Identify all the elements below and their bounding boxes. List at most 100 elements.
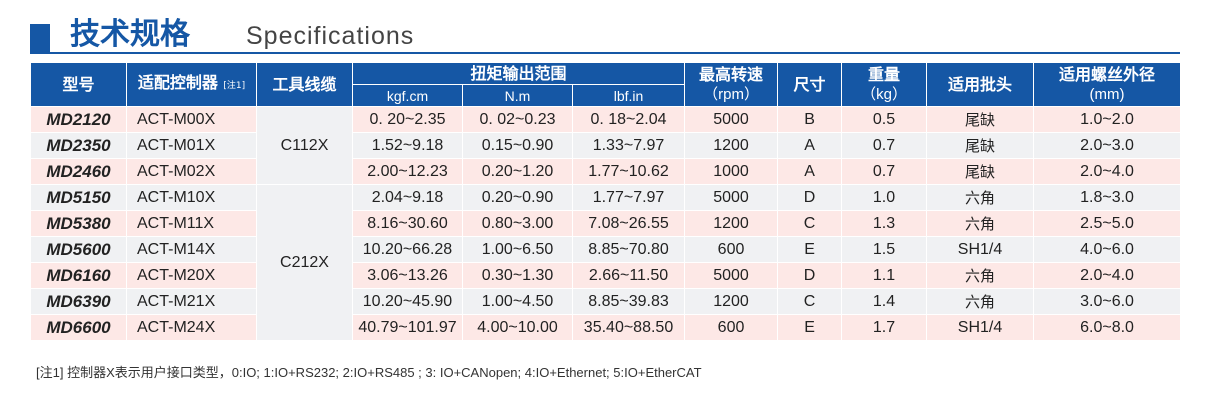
cell-nm: 0. 02~0.23	[462, 106, 573, 133]
header-controller: 适配控制器 [注1]	[126, 62, 257, 107]
cell-model: MD2350	[30, 132, 127, 159]
cell-size: D	[777, 184, 843, 211]
cell-kgf: 3.06~13.26	[352, 262, 463, 289]
cell-nm: 0.15~0.90	[462, 132, 573, 159]
cell-nm: 0.30~1.30	[462, 262, 573, 289]
cell-model: MD2460	[30, 158, 127, 185]
cell-rpm: 1200	[684, 132, 779, 159]
header-speed-label: 最高转速	[699, 64, 764, 84]
cell-bit: 六角	[926, 288, 1035, 315]
cell-model: MD6390	[30, 288, 127, 315]
cell-kg: 1.5	[841, 236, 928, 263]
cell-nm: 0.80~3.00	[462, 210, 573, 237]
cell-screw: 2.0~3.0	[1033, 132, 1182, 159]
header-nm: N.m	[462, 84, 573, 107]
cell-rpm: 600	[684, 236, 779, 263]
cell-lbf: 7.08~26.55	[571, 210, 686, 237]
cell-rpm: 5000	[684, 184, 779, 211]
section-title: 技术规格 Specifications	[30, 18, 1180, 54]
cell-cable: C212X	[256, 184, 353, 341]
cell-kg: 1.3	[841, 210, 928, 237]
header-weight: 重量 （kg）	[841, 62, 928, 107]
header-screw: 适用螺丝外径 (mm)	[1033, 62, 1182, 107]
cell-size: A	[777, 132, 843, 159]
header-size: 尺寸	[777, 62, 843, 107]
cell-bit: 六角	[926, 262, 1035, 289]
cell-lbf: 0. 18~2.04	[571, 106, 686, 133]
header-controller-note: [注1]	[223, 81, 246, 91]
cell-nm: 0.20~1.20	[462, 158, 573, 185]
header-speed: 最高转速 （rpm）	[684, 62, 779, 107]
cell-model: MD5380	[30, 210, 127, 237]
table-row: MD6600 ACT-M24X 40.79~101.97 4.00~10.00 35.4…	[30, 314, 1182, 341]
cell-kg: 1.1	[841, 262, 928, 289]
cell-bit: 尾缺	[926, 132, 1035, 159]
cell-bit: 尾缺	[926, 158, 1035, 185]
cell-size: C	[777, 288, 843, 315]
cell-controller: ACT-M01X	[126, 132, 257, 159]
cell-nm: 4.00~10.00	[462, 314, 573, 341]
title-english: Specifications	[246, 22, 415, 50]
cell-nm: 1.00~4.50	[462, 288, 573, 315]
cell-screw: 4.0~6.0	[1033, 236, 1182, 263]
cell-kgf: 10.20~45.90	[352, 288, 463, 315]
cell-lbf: 2.66~11.50	[571, 262, 686, 289]
header-speed-unit: （rpm）	[703, 85, 759, 103]
cell-model: MD6600	[30, 314, 127, 341]
cell-size: A	[777, 158, 843, 185]
cell-screw: 2.0~4.0	[1033, 158, 1182, 185]
cell-controller: ACT-M00X	[126, 106, 257, 133]
cell-nm: 1.00~6.50	[462, 236, 573, 263]
cell-size: E	[777, 236, 843, 263]
cell-kg: 1.7	[841, 314, 928, 341]
cell-kgf: 2.04~9.18	[352, 184, 463, 211]
header-screw-unit: (mm)	[1089, 85, 1125, 103]
cell-screw: 2.5~5.0	[1033, 210, 1182, 237]
header-lbf: lbf.in	[571, 84, 686, 107]
table-row: MD5600 ACT-M14X 10.20~66.28 1.00~6.50 8.85~7…	[30, 236, 1182, 263]
cell-lbf: 1.77~7.97	[571, 184, 686, 211]
cell-cable: C112X	[256, 106, 353, 185]
header-cable: 工具线缆	[256, 62, 353, 107]
cell-controller: ACT-M14X	[126, 236, 257, 263]
cell-bit: 六角	[926, 184, 1035, 211]
cell-controller: ACT-M21X	[126, 288, 257, 315]
cell-kgf: 10.20~66.28	[352, 236, 463, 263]
cell-rpm: 600	[684, 314, 779, 341]
cell-kgf: 0. 20~2.35	[352, 106, 463, 133]
cell-controller: ACT-M02X	[126, 158, 257, 185]
cell-model: MD2120	[30, 106, 127, 133]
cell-model: MD5600	[30, 236, 127, 263]
header-kgf: kgf.cm	[352, 84, 463, 107]
cell-bit: 尾缺	[926, 106, 1035, 133]
cell-rpm: 1200	[684, 210, 779, 237]
cell-size: D	[777, 262, 843, 289]
cell-kg: 0.5	[841, 106, 928, 133]
cell-lbf: 1.77~10.62	[571, 158, 686, 185]
table-row: MD2350 ACT-M01X 1.52~9.18 0.15~0.90 1.33~7.9…	[30, 132, 1182, 159]
cell-controller: ACT-M24X	[126, 314, 257, 341]
table-row: MD5150 ACT-M10X C212X 2.04~9.18 0.20~0.90 1.7…	[30, 184, 1182, 341]
header-model: 型号	[30, 62, 127, 107]
cell-bit: SH1/4	[926, 314, 1035, 341]
cell-lbf: 35.40~88.50	[571, 314, 686, 341]
cell-lbf: 8.85~70.80	[571, 236, 686, 263]
cell-screw: 1.8~3.0	[1033, 184, 1182, 211]
cell-screw: 3.0~6.0	[1033, 288, 1182, 315]
cell-controller: ACT-M10X	[126, 184, 257, 211]
title-chinese: 技术规格	[70, 17, 190, 52]
footnote: [注1] 控制器X表示用户接口类型，0:IO; 1:IO+RS232; 2:IO…	[36, 365, 702, 380]
table-row: MD2460 ACT-M02X 2.00~12.23 0.20~1.20 1.77~10…	[30, 158, 1182, 185]
cell-kgf: 8.16~30.60	[352, 210, 463, 237]
title-accent-block	[30, 24, 50, 52]
header-weight-unit: （kg）	[861, 85, 907, 103]
cell-size: B	[777, 106, 843, 133]
cell-lbf: 8.85~39.83	[571, 288, 686, 315]
cell-model: MD5150	[30, 184, 127, 211]
cell-kg: 0.7	[841, 158, 928, 185]
cell-screw: 1.0~2.0	[1033, 106, 1182, 133]
header-controller-label: 适配控制器	[137, 73, 218, 92]
cell-screw: 6.0~8.0	[1033, 314, 1182, 341]
cell-nm: 0.20~0.90	[462, 184, 573, 211]
cell-bit: SH1/4	[926, 236, 1035, 263]
